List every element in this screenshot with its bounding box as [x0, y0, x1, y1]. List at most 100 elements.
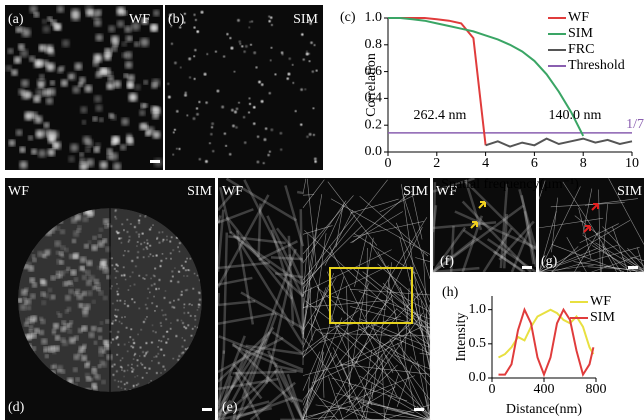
spot: [124, 300, 126, 302]
spot: [180, 319, 183, 322]
fiber: [217, 261, 270, 270]
fiber: [541, 219, 631, 273]
spot: [121, 117, 129, 126]
fiber: [454, 210, 537, 249]
spot: [196, 274, 199, 277]
spot: [127, 241, 130, 243]
spot: [81, 275, 87, 280]
x-tick-label: 400: [534, 382, 555, 397]
spot: [85, 373, 90, 378]
spot: [84, 84, 93, 93]
spot: [128, 239, 131, 241]
spot: [45, 97, 53, 105]
spot: [186, 275, 189, 277]
spot: [152, 274, 155, 277]
spot: [102, 340, 108, 345]
spot: [305, 52, 309, 56]
spot: [76, 228, 81, 233]
modality-tag: SIM: [187, 184, 212, 199]
spot: [258, 80, 261, 84]
spot: [138, 274, 141, 277]
x-tick-label: 800: [586, 382, 607, 397]
modality-tag: WF: [129, 12, 150, 27]
spot: [70, 8, 80, 18]
fiber: [395, 222, 431, 303]
spot: [200, 10, 204, 14]
fiber: [355, 226, 423, 364]
spot: [104, 344, 111, 350]
spot: [153, 356, 155, 358]
spot: [194, 318, 197, 321]
spot: [141, 232, 144, 235]
spot: [38, 44, 46, 52]
spot: [116, 336, 119, 339]
fiber: [602, 226, 644, 273]
spot: [198, 158, 202, 161]
spot: [194, 18, 197, 22]
spot: [142, 277, 145, 279]
x-tick-label: 2: [433, 156, 440, 171]
spot: [125, 61, 133, 69]
fiber: [332, 347, 353, 389]
spot: [85, 158, 95, 167]
spot: [115, 263, 118, 266]
spot: [314, 160, 317, 163]
spot: [144, 318, 147, 320]
fiber: [306, 178, 317, 269]
fiber: [340, 364, 430, 375]
spot: [140, 362, 142, 364]
spot: [40, 278, 45, 284]
spot: [188, 57, 192, 61]
fiber: [417, 361, 431, 420]
fiber: [510, 231, 530, 273]
spot: [114, 309, 117, 311]
spot: [129, 336, 132, 338]
fiber: [311, 340, 405, 384]
spot: [91, 368, 97, 374]
y-tick-label: 0.0: [365, 144, 383, 159]
spot: [210, 126, 214, 129]
fiber: [216, 215, 222, 224]
spot: [97, 364, 101, 368]
spot: [138, 222, 141, 225]
spot: [61, 39, 70, 48]
spot: [79, 77, 86, 84]
spot: [126, 304, 130, 308]
spot: [168, 13, 172, 17]
spot: [74, 277, 78, 282]
x-axis-label: Distance(nm): [506, 402, 583, 417]
spot: [79, 303, 84, 308]
modality-tag: WF: [222, 184, 243, 199]
spot: [124, 250, 126, 252]
fiber: [432, 238, 475, 273]
spot: [281, 53, 284, 56]
fiber: [414, 334, 431, 337]
spot: [300, 123, 303, 126]
spot: [181, 337, 183, 339]
spot: [173, 128, 176, 131]
fiber: [431, 205, 438, 233]
spot: [56, 271, 60, 275]
spot: [157, 353, 160, 355]
spot: [168, 17, 171, 20]
spot: [160, 372, 162, 374]
spot: [199, 304, 201, 306]
fiber: [302, 272, 335, 348]
fiber: [219, 186, 232, 234]
spot: [26, 92, 33, 98]
spot: [138, 307, 141, 310]
spot: [45, 354, 49, 359]
fiber: [461, 215, 484, 273]
spot: [32, 254, 36, 258]
spot: [237, 18, 240, 22]
spot: [177, 270, 180, 273]
spot: [33, 95, 41, 103]
spot: [140, 103, 146, 109]
spot: [180, 293, 183, 297]
spot: [93, 373, 98, 378]
spot: [196, 30, 200, 34]
image-bg: [218, 178, 430, 420]
spot: [161, 309, 163, 312]
fiber: [314, 323, 356, 331]
fiber: [464, 179, 483, 231]
